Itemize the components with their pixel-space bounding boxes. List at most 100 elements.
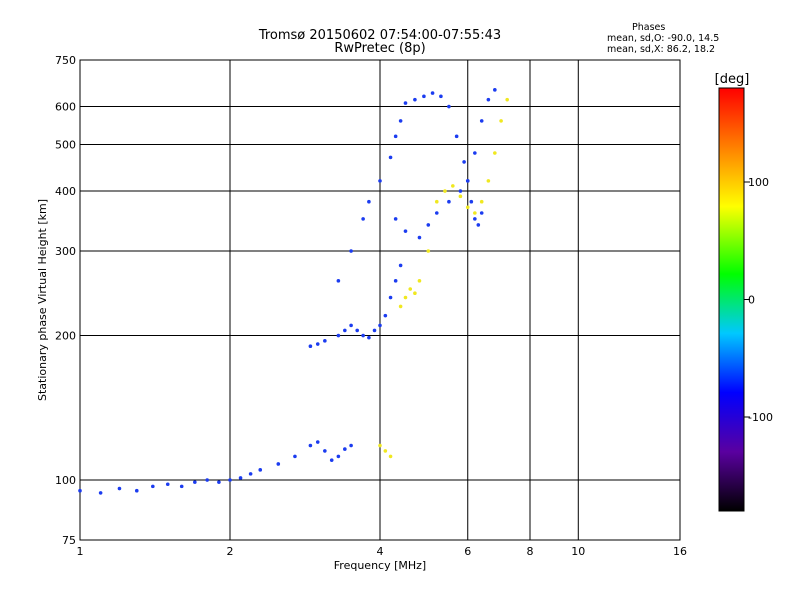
grid-lines bbox=[80, 60, 680, 540]
data-point bbox=[398, 263, 403, 268]
data-point bbox=[248, 472, 253, 476]
colorbar-tick-labels: 100 0 -100 bbox=[744, 176, 773, 424]
data-point bbox=[293, 454, 297, 459]
x-tick-label: 1 bbox=[77, 545, 84, 558]
data-point bbox=[367, 335, 371, 340]
y-tick-label: 600 bbox=[55, 101, 76, 114]
data-point bbox=[151, 484, 155, 489]
stats-line-x: mean, sd,X: 86.2, 18.2 bbox=[607, 44, 716, 55]
data-point bbox=[78, 488, 82, 493]
data-point bbox=[193, 480, 197, 484]
data-point bbox=[308, 443, 313, 448]
data-point bbox=[473, 151, 477, 155]
data-point bbox=[469, 199, 474, 204]
data-point bbox=[378, 323, 382, 328]
data-point bbox=[372, 328, 377, 333]
x-tick-label: 16 bbox=[673, 545, 687, 558]
colorbar-tick-label: -100 bbox=[748, 411, 773, 424]
data-point bbox=[486, 97, 491, 102]
data-point bbox=[276, 462, 281, 466]
data-point bbox=[493, 88, 497, 92]
y-tick-label: 750 bbox=[55, 54, 76, 67]
data-point bbox=[434, 199, 439, 204]
data-point bbox=[486, 179, 491, 183]
y-tick-label: 300 bbox=[55, 245, 76, 258]
data-point bbox=[398, 304, 403, 309]
data-point bbox=[422, 94, 426, 99]
data-point bbox=[329, 458, 334, 462]
data-points bbox=[78, 88, 509, 495]
data-point bbox=[473, 211, 477, 215]
colorbar-tick-label: 100 bbox=[748, 176, 769, 189]
colorbar-tick-label: 0 bbox=[748, 294, 755, 307]
data-point bbox=[434, 211, 439, 215]
y-tick-label: 100 bbox=[55, 474, 76, 487]
data-point bbox=[388, 155, 393, 160]
data-point bbox=[462, 160, 466, 164]
y-tick-label: 500 bbox=[55, 139, 76, 152]
data-point bbox=[315, 440, 320, 444]
data-point bbox=[378, 179, 382, 183]
data-point bbox=[413, 97, 417, 102]
data-point bbox=[408, 287, 413, 291]
data-point bbox=[393, 134, 398, 139]
data-point bbox=[336, 279, 341, 283]
data-point bbox=[349, 323, 353, 328]
data-point bbox=[336, 454, 341, 459]
data-point bbox=[228, 478, 232, 482]
data-point bbox=[505, 97, 509, 102]
data-point bbox=[361, 217, 365, 221]
data-point bbox=[336, 333, 341, 338]
data-point bbox=[447, 199, 451, 204]
data-point bbox=[258, 468, 263, 472]
data-point bbox=[179, 484, 184, 489]
data-point bbox=[383, 449, 388, 453]
data-point bbox=[343, 328, 347, 333]
data-point bbox=[493, 151, 497, 155]
chart-title: Tromsø 20150602 07:54:00-07:55:43 bbox=[258, 28, 502, 43]
data-point bbox=[349, 249, 353, 253]
data-point bbox=[454, 134, 459, 139]
data-point bbox=[451, 184, 455, 188]
data-point bbox=[479, 211, 484, 215]
y-tick-label: 400 bbox=[55, 185, 76, 198]
data-point bbox=[323, 339, 327, 343]
stats-heading: Phases bbox=[632, 22, 666, 33]
data-point bbox=[458, 189, 463, 193]
y-axis-label: Stationary phase Virtual Height [km] bbox=[36, 199, 49, 401]
data-point bbox=[443, 189, 447, 193]
data-point bbox=[361, 333, 365, 338]
data-point bbox=[403, 229, 408, 233]
data-point bbox=[355, 328, 359, 333]
data-point bbox=[98, 491, 103, 495]
data-point bbox=[238, 476, 243, 480]
data-point bbox=[315, 342, 320, 346]
stats-line-o: mean, sd,O: -90.0, 14.5 bbox=[607, 33, 720, 44]
data-point bbox=[403, 101, 408, 105]
data-point bbox=[447, 104, 451, 109]
x-axis-label: Frequency [MHz] bbox=[334, 559, 426, 572]
data-point bbox=[426, 249, 431, 253]
y-tick-label: 75 bbox=[62, 534, 76, 547]
data-point bbox=[388, 295, 393, 300]
data-point bbox=[343, 447, 347, 451]
data-point bbox=[205, 478, 209, 482]
data-point bbox=[388, 454, 393, 459]
colorbar-label: [deg] bbox=[715, 72, 750, 87]
data-point bbox=[323, 449, 327, 453]
data-point bbox=[134, 488, 139, 493]
x-tick-label: 6 bbox=[464, 545, 471, 558]
data-point bbox=[458, 194, 463, 199]
data-point bbox=[417, 235, 422, 240]
x-tick-label: 8 bbox=[527, 545, 534, 558]
data-point bbox=[430, 91, 435, 95]
data-point bbox=[165, 482, 170, 487]
data-point bbox=[476, 223, 481, 227]
x-tick-label: 4 bbox=[377, 545, 384, 558]
data-point bbox=[465, 205, 470, 210]
data-point bbox=[439, 94, 443, 99]
data-point bbox=[349, 443, 353, 448]
data-point bbox=[413, 291, 417, 296]
data-point bbox=[378, 443, 382, 448]
